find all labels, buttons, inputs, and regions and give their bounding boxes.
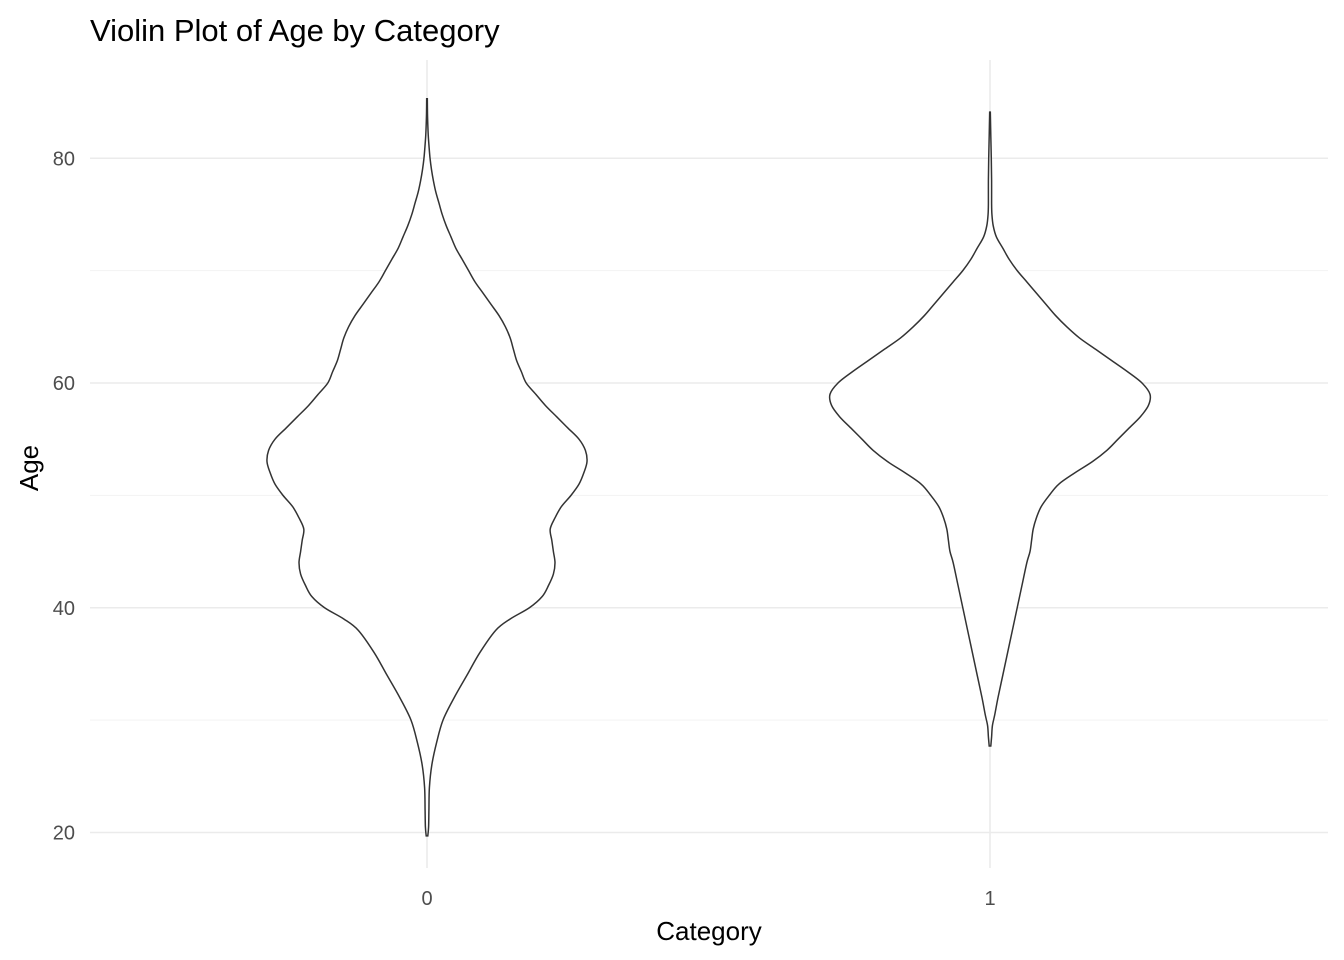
violin-category-1 <box>828 111 1152 747</box>
y-axis-title: Age <box>14 445 44 491</box>
x-tick-label: 1 <box>984 888 995 910</box>
violins <box>266 97 1152 837</box>
y-tick-label: 80 <box>53 148 75 170</box>
y-tick-label: 20 <box>53 823 75 845</box>
violin-category-0 <box>266 97 588 837</box>
chart-title: Violin Plot of Age by Category <box>90 13 500 48</box>
y-tick-label: 60 <box>53 373 75 395</box>
y-tick-label: 40 <box>53 598 75 620</box>
y-axis-ticks: 20 40 60 80 <box>53 148 75 844</box>
x-tick-label: 0 <box>421 888 432 910</box>
x-axis-title: Category <box>656 916 762 946</box>
